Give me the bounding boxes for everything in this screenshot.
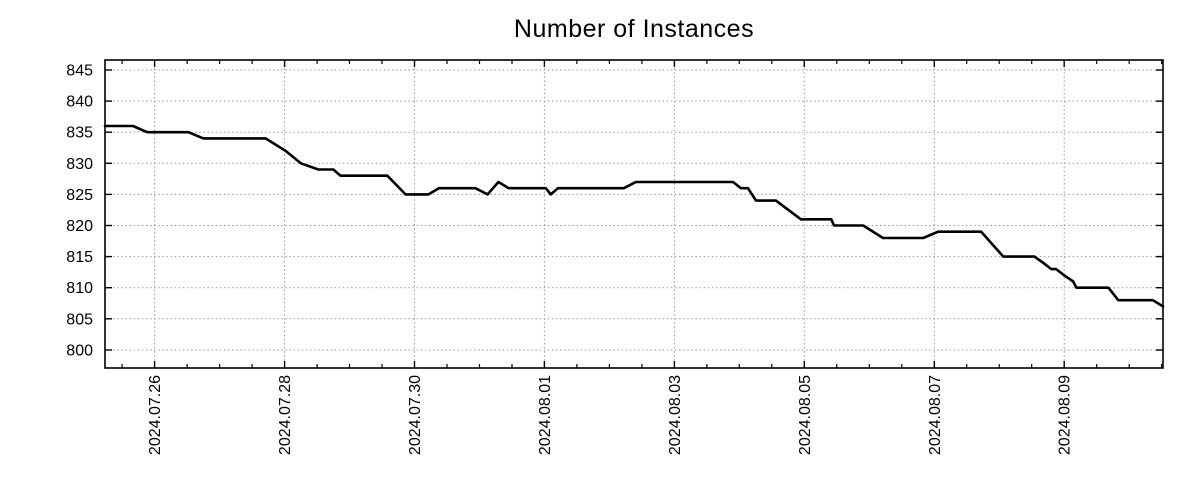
svg-text:800: 800 [66,343,93,360]
axis-ticks [105,60,1163,368]
svg-text:2024.08.07: 2024.08.07 [927,375,944,455]
svg-text:2024.08.09: 2024.08.09 [1057,375,1074,455]
chart-title: Number of Instances [513,15,755,43]
svg-text:835: 835 [66,125,93,142]
svg-text:2024.08.03: 2024.08.03 [667,375,684,455]
gridlines [105,60,1163,368]
svg-text:2024.07.26: 2024.07.26 [147,375,164,455]
plot-border [104,59,1164,369]
svg-text:815: 815 [66,249,93,266]
svg-text:2024.08.01: 2024.08.01 [537,375,554,455]
data-line [103,124,1165,308]
svg-text:830: 830 [66,156,93,173]
svg-text:2024.07.28: 2024.07.28 [277,375,294,455]
svg-text:2024.08.05: 2024.08.05 [797,375,814,455]
svg-text:810: 810 [66,280,93,297]
svg-text:845: 845 [66,63,93,80]
svg-text:820: 820 [66,218,93,235]
svg-text:840: 840 [66,94,93,111]
svg-text:825: 825 [66,187,93,204]
svg-text:805: 805 [66,311,93,328]
svg-text:2024.07.30: 2024.07.30 [407,375,424,455]
axis-labels: 800 805 810 815 820 825 830 835 840 845 2024.07.26… [66,63,1073,456]
